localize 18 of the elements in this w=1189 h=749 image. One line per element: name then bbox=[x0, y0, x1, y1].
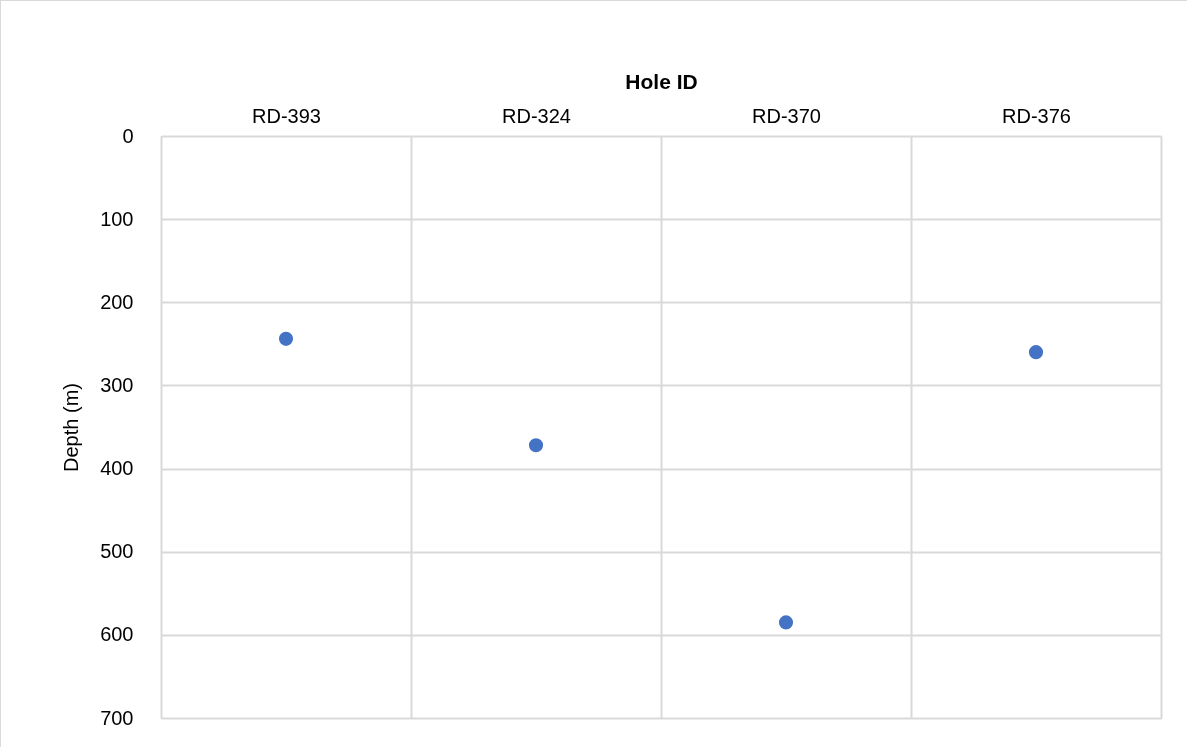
y-tick-label: 600 bbox=[100, 623, 134, 646]
x-tick-label: RD-324 bbox=[502, 104, 571, 127]
y-tick-label: 100 bbox=[100, 207, 134, 230]
y-tick-label: 500 bbox=[100, 540, 134, 563]
y-tick-label: 0 bbox=[122, 124, 134, 147]
point bbox=[528, 438, 544, 453]
point bbox=[278, 331, 294, 346]
y-tick-label: 700 bbox=[100, 706, 134, 729]
y-axis-title: Depth (m) bbox=[60, 383, 83, 472]
x-axis-title: Hole ID bbox=[625, 69, 698, 93]
x-tick-label: RD-376 bbox=[1002, 104, 1071, 127]
y-tick-label: 200 bbox=[100, 290, 134, 313]
y-tick-label: 300 bbox=[100, 373, 134, 396]
y-tick-label: 400 bbox=[100, 457, 134, 480]
x-tick-label: RD-393 bbox=[252, 104, 321, 127]
point bbox=[1028, 345, 1044, 360]
x-tick-label: RD-370 bbox=[752, 104, 821, 127]
point bbox=[778, 615, 794, 630]
